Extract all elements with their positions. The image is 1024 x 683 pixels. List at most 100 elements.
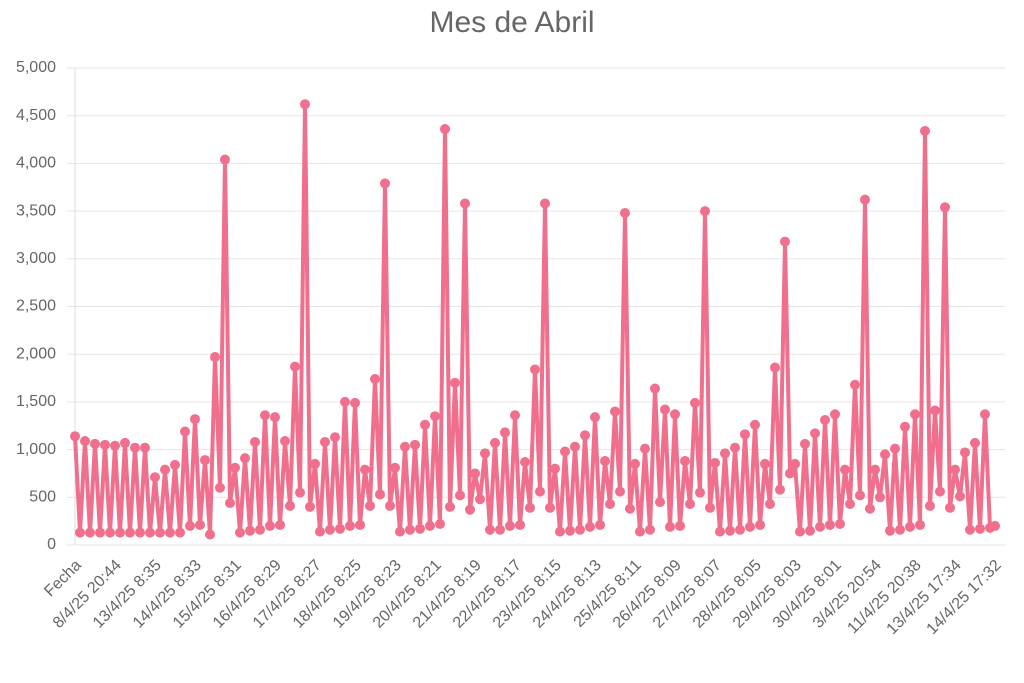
- point: [395, 526, 405, 537]
- point: [690, 397, 700, 408]
- point: [940, 202, 950, 213]
- point: [260, 410, 270, 421]
- point: [485, 524, 495, 535]
- point: [310, 458, 320, 469]
- point: [570, 441, 580, 452]
- point: [215, 482, 225, 493]
- point: [115, 527, 125, 538]
- point: [765, 498, 775, 509]
- point: [615, 486, 625, 497]
- point: [920, 125, 930, 136]
- point: [900, 421, 910, 432]
- point: [160, 464, 170, 475]
- point: [530, 364, 540, 375]
- point: [625, 503, 635, 514]
- point: [725, 525, 735, 536]
- point: [455, 490, 465, 501]
- point: [890, 443, 900, 454]
- y-tick-label: 1,000: [16, 441, 56, 458]
- point: [360, 464, 370, 475]
- point: [120, 437, 130, 448]
- point: [295, 487, 305, 498]
- point: [755, 519, 765, 530]
- point: [415, 523, 425, 534]
- point: [865, 503, 875, 514]
- point: [325, 524, 335, 535]
- point: [965, 524, 975, 535]
- point: [70, 431, 80, 442]
- point: [200, 455, 210, 466]
- point: [810, 428, 820, 439]
- point: [145, 527, 155, 538]
- point: [315, 526, 325, 537]
- point: [460, 198, 470, 209]
- point: [245, 525, 255, 536]
- point: [850, 379, 860, 390]
- point: [175, 527, 185, 538]
- point: [470, 468, 480, 479]
- point: [860, 194, 870, 205]
- point: [935, 486, 945, 497]
- point: [85, 527, 95, 538]
- point: [665, 521, 675, 532]
- point: [525, 502, 535, 513]
- point: [870, 464, 880, 475]
- point: [195, 519, 205, 530]
- point: [800, 438, 810, 449]
- y-tick-label: 3,500: [16, 202, 56, 219]
- point: [775, 484, 785, 495]
- point: [910, 409, 920, 420]
- point: [740, 429, 750, 440]
- point: [605, 498, 615, 509]
- point: [405, 524, 415, 535]
- point: [655, 497, 665, 508]
- point: [930, 405, 940, 416]
- point: [905, 521, 915, 532]
- point: [410, 439, 420, 450]
- point: [700, 206, 710, 217]
- point: [620, 208, 630, 219]
- point: [240, 453, 250, 464]
- point: [205, 529, 215, 540]
- y-tick-label: 4,000: [16, 155, 56, 172]
- point: [500, 427, 510, 438]
- point: [165, 527, 175, 538]
- point: [400, 441, 410, 452]
- point: [895, 524, 905, 535]
- point: [820, 415, 830, 426]
- point: [300, 99, 310, 110]
- point: [705, 502, 715, 513]
- point: [430, 411, 440, 422]
- point: [225, 498, 235, 509]
- point: [945, 502, 955, 513]
- point: [680, 456, 690, 467]
- point: [880, 449, 890, 460]
- point: [710, 457, 720, 468]
- point: [80, 436, 90, 447]
- point: [840, 464, 850, 475]
- point: [170, 459, 180, 470]
- point: [335, 523, 345, 534]
- point: [925, 500, 935, 511]
- point: [340, 396, 350, 407]
- point: [575, 524, 585, 535]
- point: [420, 419, 430, 430]
- y-tick-label: 2,500: [16, 298, 56, 315]
- point: [355, 519, 365, 530]
- point: [305, 501, 315, 512]
- point: [635, 526, 645, 537]
- point: [830, 409, 840, 420]
- point: [110, 440, 120, 451]
- line: [73, 102, 996, 537]
- y-tick-label: 0: [47, 536, 56, 553]
- point: [320, 436, 330, 447]
- point: [715, 526, 725, 537]
- point: [950, 464, 960, 475]
- point: [425, 520, 435, 531]
- point: [130, 442, 140, 453]
- point: [370, 374, 380, 385]
- point: [140, 442, 150, 453]
- point: [785, 468, 795, 479]
- point: [595, 519, 605, 530]
- point: [285, 500, 295, 511]
